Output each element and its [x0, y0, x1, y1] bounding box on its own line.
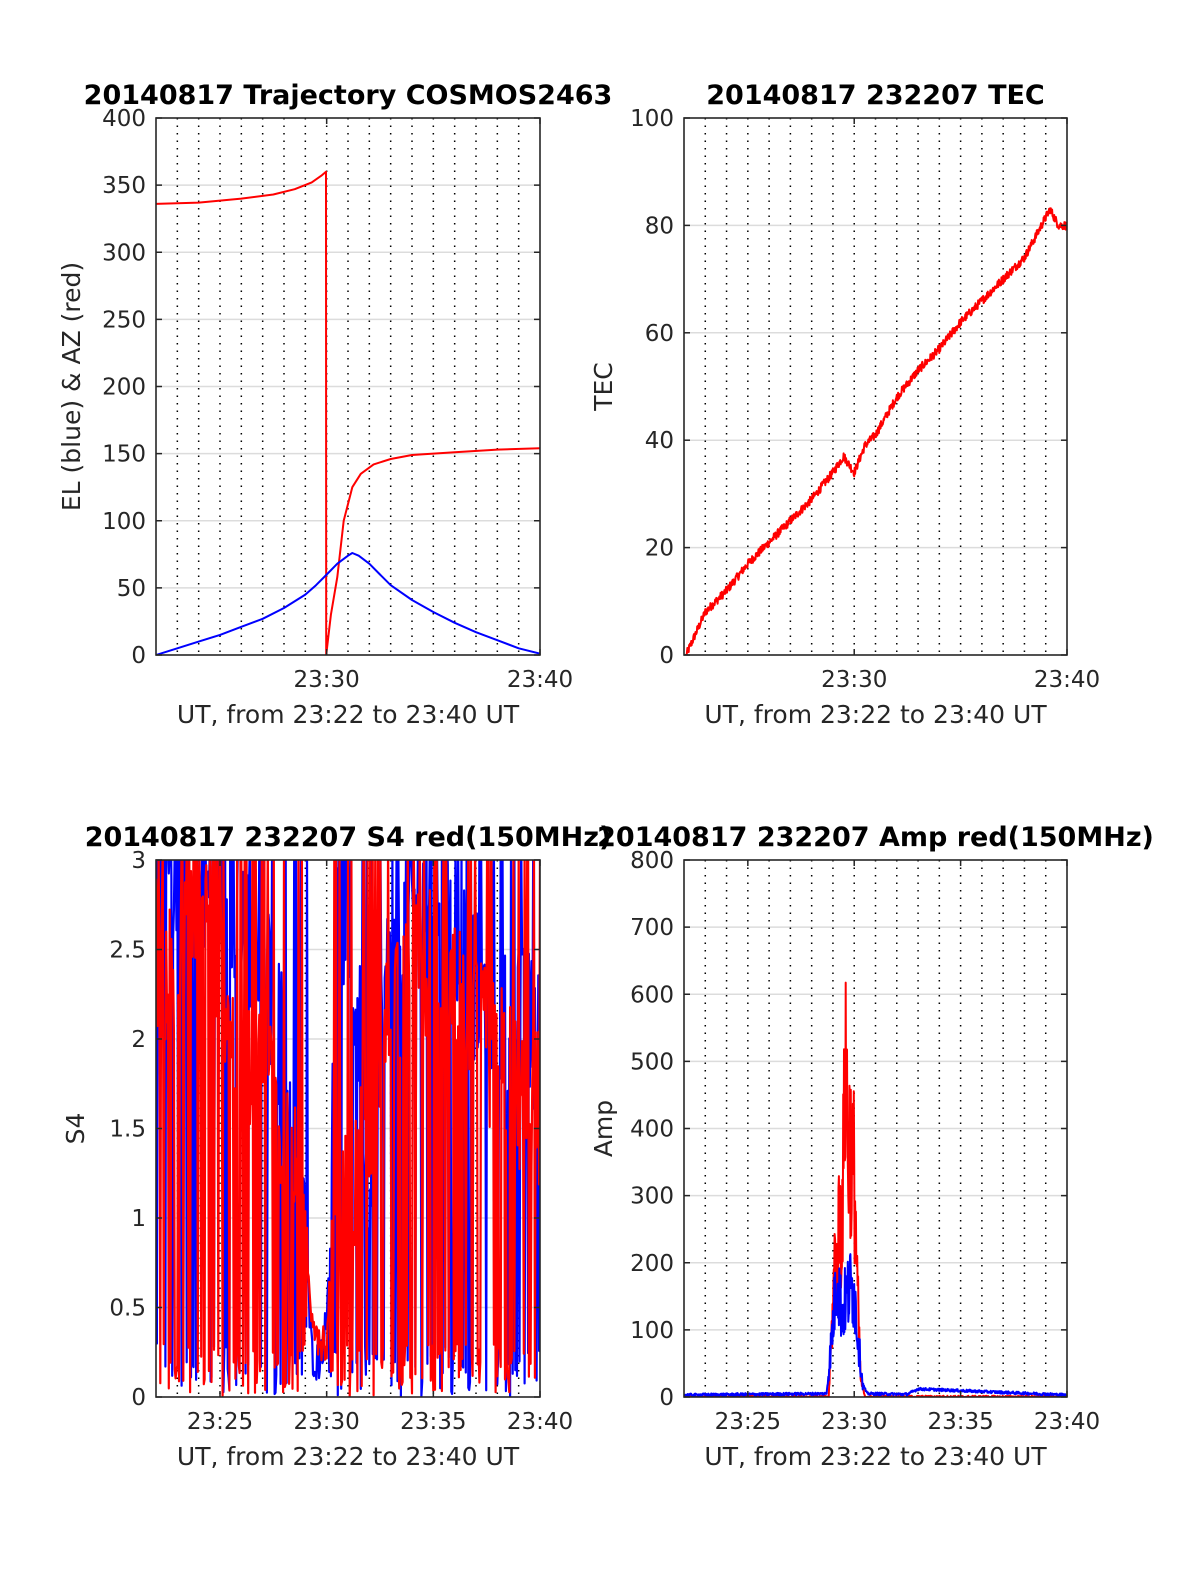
y-tick-label: 0 — [131, 1385, 146, 1411]
x-tick-label: 23:35 — [927, 1409, 993, 1435]
y-tick-label: 2.5 — [109, 938, 146, 964]
y-tick-label: 0.5 — [109, 1296, 146, 1322]
axes-frame — [683, 117, 1068, 656]
y-tick-label: 20 — [645, 536, 674, 562]
x-tick-label: 23:30 — [821, 1409, 887, 1435]
y-tick-label: 700 — [630, 915, 674, 941]
x-tick-label: 23:40 — [1034, 1409, 1100, 1435]
y-tick-label: 400 — [630, 1117, 674, 1143]
y-tick-label: 0 — [659, 1385, 674, 1411]
series-line-1 — [156, 170, 540, 655]
chart-title: 20140817 232207 S4 red(150MHz) — [85, 822, 612, 853]
y-tick-label: 100 — [630, 1318, 674, 1344]
y-tick-label: 80 — [645, 213, 674, 239]
chart-title: 20140817 Trajectory COSMOS2463 — [84, 80, 613, 111]
y-tick-label: 400 — [102, 106, 146, 132]
x-axis-label: UT, from 23:22 to 23:40 UT — [704, 700, 1047, 729]
plot-area — [684, 981, 1067, 1397]
chart-title: 20140817 232207 Amp red(150MHz) — [597, 822, 1154, 853]
x-axis-label: UT, from 23:22 to 23:40 UT — [177, 1442, 520, 1471]
y-tick-label: 800 — [630, 848, 674, 874]
y-tick-label: 100 — [102, 509, 146, 535]
series-line-2 — [156, 552, 540, 655]
series-line-1 — [684, 981, 1067, 1397]
chart-panel-4: 0 100 200 300 400 500 600 700 800 23:25 23:30 23:35… — [589, 822, 1154, 1471]
y-tick-label: 0 — [131, 643, 146, 669]
y-tick-label: 200 — [630, 1251, 674, 1277]
x-tick-label: 23:30 — [294, 667, 360, 693]
x-tick-label: 23:40 — [1034, 667, 1100, 693]
x-axis-label: UT, from 23:22 to 23:40 UT — [177, 700, 520, 729]
y-tick-label: 300 — [102, 240, 146, 266]
y-tick-label: 40 — [645, 428, 674, 454]
series-line-2 — [156, 860, 540, 1397]
x-tick-label: 23:40 — [507, 1409, 573, 1435]
y-tick-label: 150 — [102, 442, 146, 468]
y-tick-label: 0 — [659, 643, 674, 669]
x-tick-label: 23:35 — [400, 1409, 466, 1435]
y-axis-label: S4 — [61, 1113, 90, 1145]
plot-area — [156, 860, 540, 1397]
chart-title: 20140817 232207 TEC — [706, 80, 1045, 111]
x-tick-label: 23:30 — [294, 1409, 360, 1435]
x-axis-label: UT, from 23:22 to 23:40 UT — [704, 1442, 1047, 1471]
y-tick-label: 60 — [645, 321, 674, 347]
x-tick-label: 23:30 — [821, 667, 887, 693]
x-tick-label: 23:25 — [715, 1409, 781, 1435]
y-axis-label: TEC — [589, 362, 618, 412]
chart-panel-3: 0 0.5 1 1.5 2 2.5 3 23:25 23:30 23:35 23:40 2014081… — [61, 822, 612, 1471]
y-axis-label: Amp — [589, 1100, 618, 1157]
plot-area — [156, 170, 540, 655]
x-tick-label: 23:40 — [507, 667, 573, 693]
y-tick-label: 2 — [131, 1027, 146, 1053]
y-tick-label: 500 — [630, 1049, 674, 1075]
x-tick-label: 23:25 — [187, 1409, 253, 1435]
y-tick-label: 1 — [131, 1206, 146, 1232]
y-tick-label: 350 — [102, 173, 146, 199]
plot-area — [685, 207, 1067, 655]
y-axis-label: EL (blue) & AZ (red) — [57, 262, 86, 511]
y-tick-label: 300 — [630, 1184, 674, 1210]
y-tick-label: 600 — [630, 982, 674, 1008]
chart-panel-2: 0 20 40 60 80 100 23:30 23:40 20140817 232207 TE… — [589, 80, 1100, 729]
y-tick-label: 250 — [102, 307, 146, 333]
y-tick-label: 1.5 — [109, 1117, 146, 1143]
y-tick-label: 200 — [102, 375, 146, 401]
y-tick-label: 3 — [131, 848, 146, 874]
y-tick-label: 50 — [117, 576, 146, 602]
chart-panel-1: 0 50 100 150 200 250 300 350 400 23:30 23:40 201408… — [57, 80, 612, 729]
series-line-1 — [685, 207, 1067, 655]
y-tick-label: 100 — [630, 106, 674, 132]
